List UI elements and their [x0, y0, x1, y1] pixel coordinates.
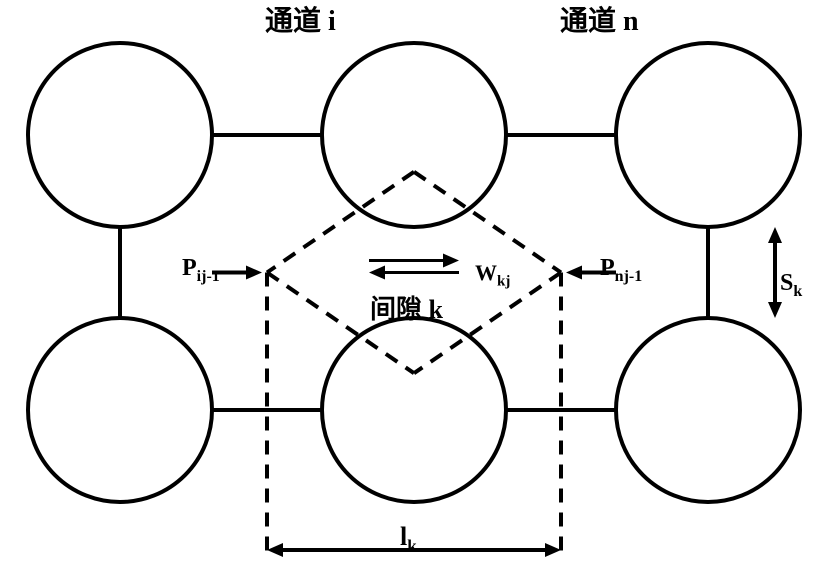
label-p-nj-1: Pnj-1 — [600, 255, 642, 285]
rod-circle-4 — [322, 318, 506, 502]
rod-circle-3 — [28, 318, 212, 502]
label-channel-i: 通道 i — [265, 4, 336, 37]
dash-tm-left — [267, 172, 414, 273]
rod-circle-5 — [616, 318, 800, 502]
label-channel-n: 通道 n — [560, 4, 639, 37]
label-l-k: lk — [400, 522, 417, 556]
dash-tm-right — [414, 172, 561, 273]
label-gap-k: 间隙 k — [370, 295, 444, 324]
rod-circle-0 — [28, 43, 212, 227]
label-p-ij-1: Pij-1 — [182, 255, 220, 285]
rod-circle-2 — [616, 43, 800, 227]
label-w-kj: Wkj — [475, 260, 510, 290]
label-s-k: Sk — [780, 270, 802, 300]
rod-circle-1 — [322, 43, 506, 227]
